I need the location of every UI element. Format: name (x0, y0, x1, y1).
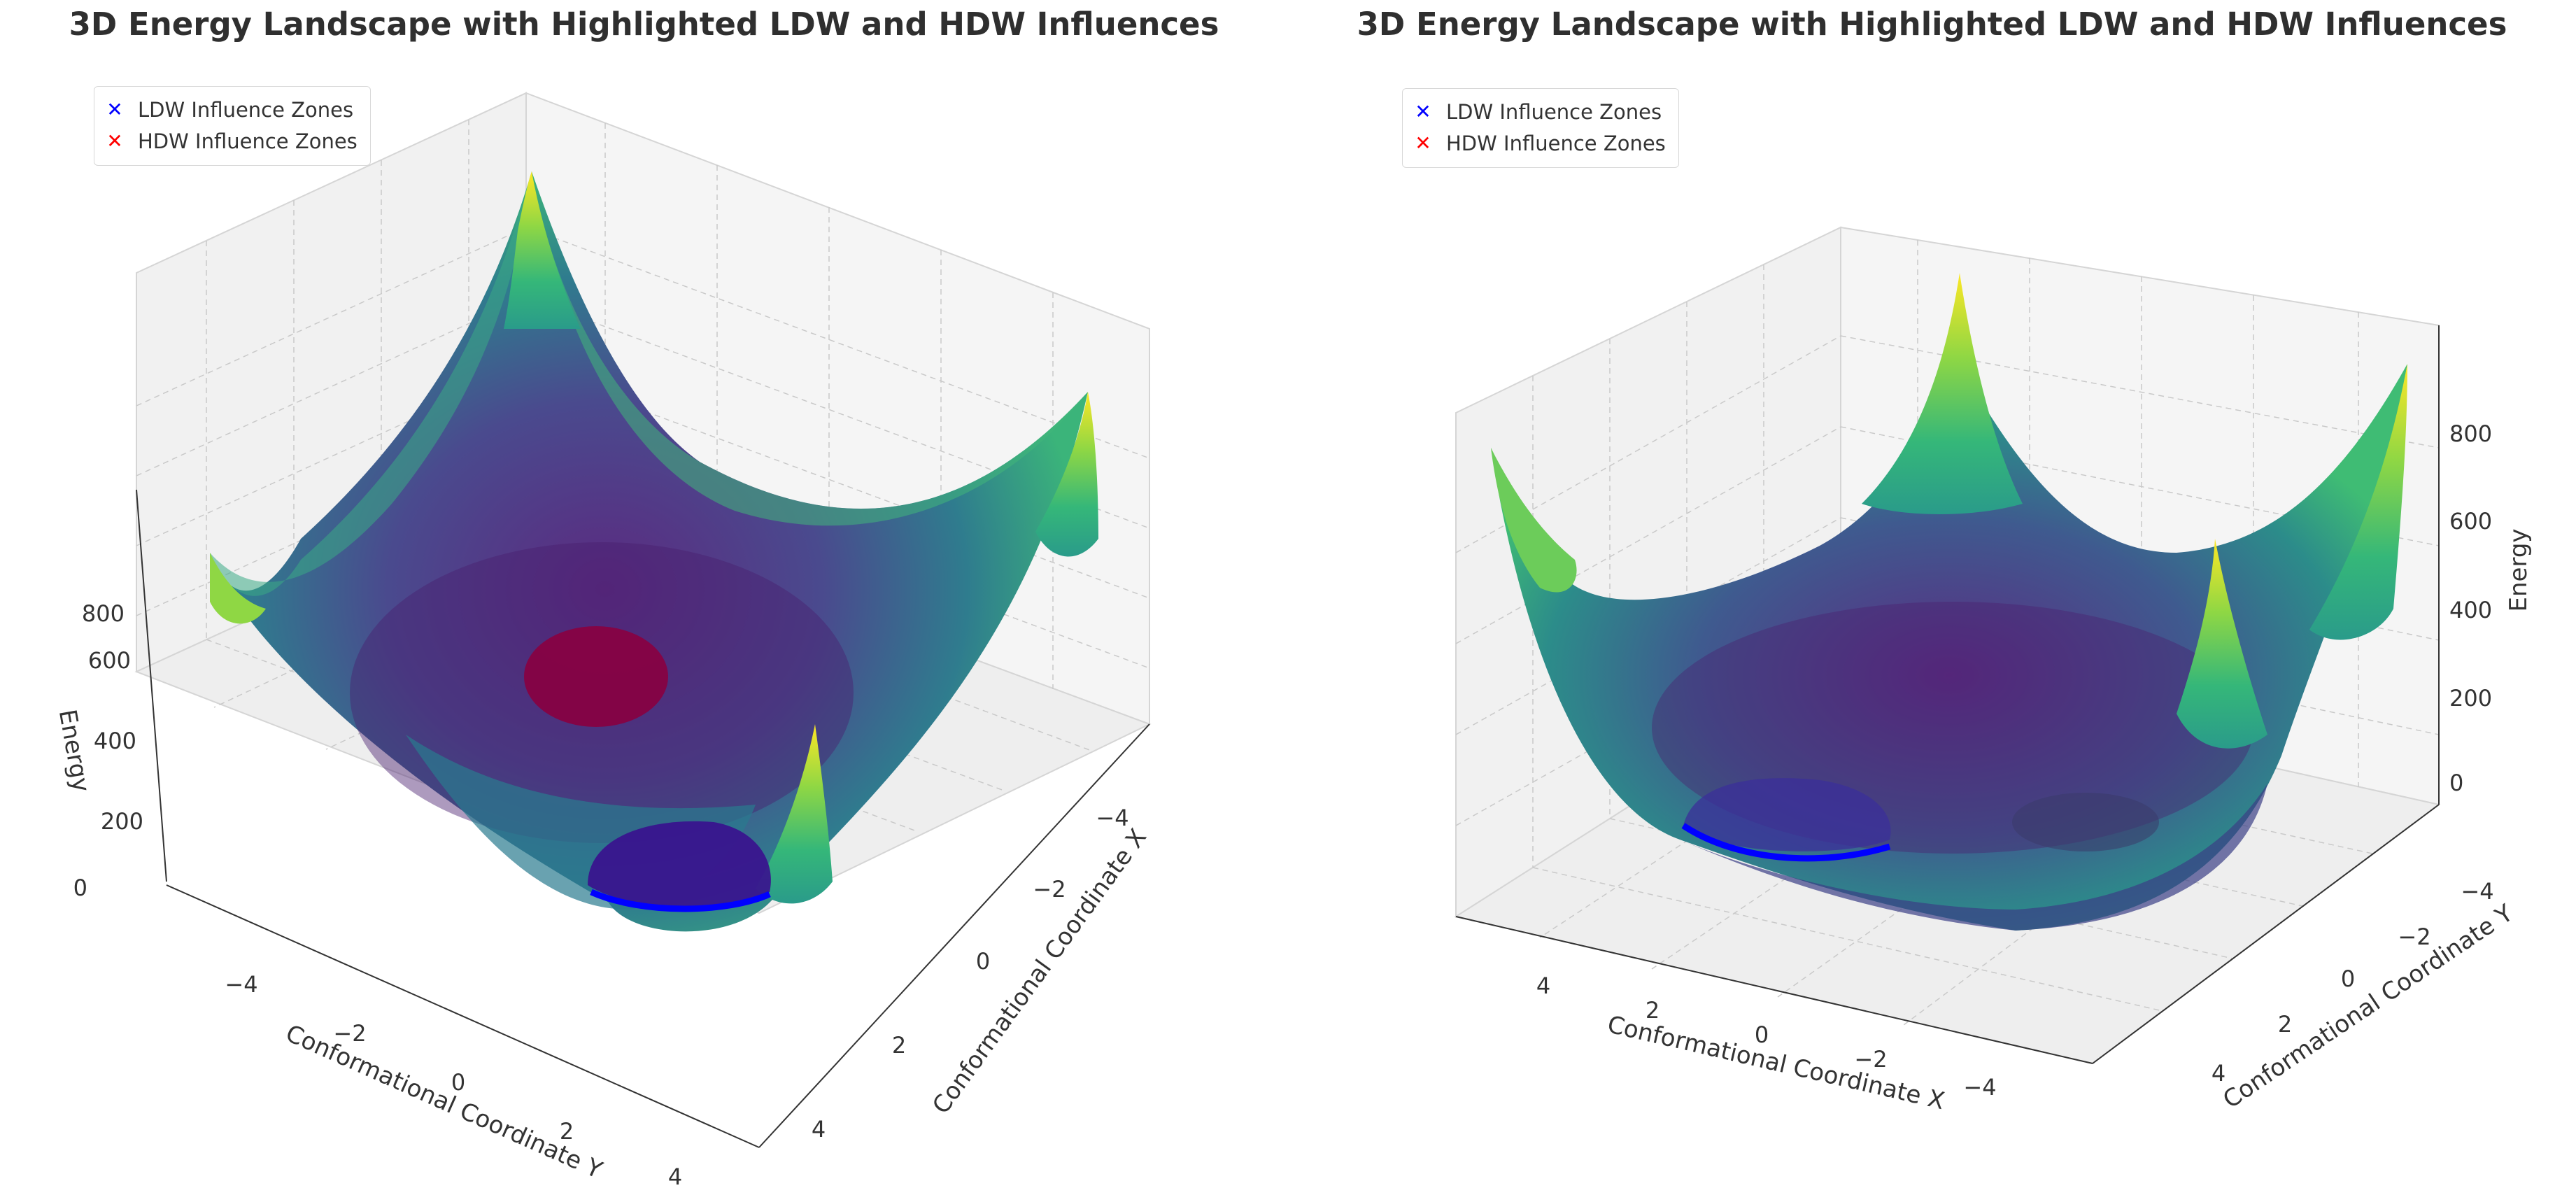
legend-item-ldw: ✕ LDW Influence Zones (1414, 96, 1666, 127)
x-tick-label: 4 (812, 1116, 826, 1143)
x-tick-label: 2 (1646, 997, 1659, 1024)
chart-title: 3D Energy Landscape with Highlighted LDW… (1357, 6, 2507, 43)
x-tick-label: −4 (1096, 805, 1128, 831)
legend-label: LDW Influence Zones (138, 97, 354, 122)
x-marker-icon: ✕ (106, 98, 123, 121)
y-tick-label: 2 (560, 1118, 574, 1145)
z-axis-line (136, 489, 167, 882)
ldw-zone-left (588, 821, 771, 907)
y-tick-label: −4 (225, 971, 257, 998)
chart-plot-right: 0 200 400 600 800 Energy 4 2 0 −2 −4 Con… (1454, 226, 2533, 1115)
chart-title: 3D Energy Landscape with Highlighted LDW… (69, 6, 1219, 43)
z-tick-label: 200 (101, 808, 143, 835)
x-tick-label: −2 (1033, 876, 1066, 903)
z-tick-label: 600 (88, 647, 131, 674)
x-axis-line (758, 723, 1150, 1148)
y-ticks: −4 −2 0 2 4 (225, 971, 682, 1190)
x-marker-icon: ✕ (1415, 132, 1431, 155)
z-tick-label: 400 (94, 728, 136, 754)
y-tick-label: 4 (2211, 1060, 2225, 1087)
z-ticks: 0 200 400 600 800 (2449, 420, 2492, 796)
ldw-markers-right (1681, 823, 1891, 862)
legend-item-hdw: ✕ HDW Influence Zones (106, 125, 358, 157)
hdw-zone-left (524, 626, 668, 727)
legend-label: LDW Influence Zones (1446, 99, 1662, 124)
legend: ✕ LDW Influence Zones ✕ HDW Influence Zo… (1402, 88, 1679, 168)
z-tick-label: 800 (2449, 420, 2492, 447)
y-tick-label: −4 (2461, 878, 2493, 905)
legend-item-ldw: ✕ LDW Influence Zones (106, 94, 358, 125)
y-ticks: −4 −2 0 2 4 (2211, 878, 2494, 1087)
legend-item-hdw: ✕ HDW Influence Zones (1414, 127, 1666, 159)
chart-panel-right: 3D Energy Landscape with Highlighted LDW… (1288, 0, 2576, 1195)
x-axis-label: Conformational Coordinate X (927, 823, 1152, 1119)
z-axis-label: Energy (53, 707, 95, 794)
x-marker-icon: ✕ (106, 129, 123, 153)
hdw-zone-right (2012, 793, 2159, 851)
x-tick-label: −2 (1854, 1046, 1887, 1073)
y-tick-label: 0 (2341, 966, 2355, 992)
y-axis-line (2092, 804, 2440, 1064)
z-tick-label: 600 (2449, 508, 2492, 535)
z-tick-label: 400 (2449, 597, 2492, 623)
legend: ✕ LDW Influence Zones ✕ HDW Influence Zo… (94, 86, 371, 166)
z-tick-label: 200 (2449, 685, 2492, 712)
legend-label: HDW Influence Zones (138, 129, 358, 153)
x-tick-label: −4 (1963, 1074, 1996, 1101)
y-tick-label: 0 (451, 1069, 465, 1096)
x-ticks: 4 2 0 −2 −4 (1536, 973, 1997, 1101)
ldw-markers-left (590, 889, 771, 912)
y-axis-line (166, 884, 760, 1148)
x-axis-line (1455, 916, 2093, 1064)
y-tick-label: 4 (668, 1164, 682, 1190)
z-tick-label: 0 (73, 875, 87, 901)
y-tick-label: −2 (2398, 924, 2430, 950)
z-ticks: 0 200 400 600 800 (73, 600, 143, 901)
x-tick-label: 2 (892, 1032, 906, 1059)
chart-panel-left: 3D Energy Landscape with Highlighted LDW… (53, 6, 1219, 1190)
z-tick-label: 800 (82, 600, 125, 627)
y-axis-label: Conformational Coordinate Y (281, 1019, 606, 1185)
x-ticks: 4 2 0 −2 −4 (812, 805, 1129, 1143)
x-tick-label: 4 (1536, 973, 1550, 999)
x-axis-label: Conformational Coordinate X (1605, 1010, 1947, 1115)
x-marker-icon: ✕ (1415, 100, 1431, 123)
legend-label: HDW Influence Zones (1446, 131, 1666, 155)
x-tick-label: 0 (976, 948, 990, 975)
z-tick-label: 0 (2449, 770, 2463, 796)
y-tick-label: −2 (333, 1020, 366, 1047)
y-tick-label: 2 (2278, 1011, 2292, 1038)
x-tick-label: 0 (1755, 1021, 1769, 1048)
z-axis-label: Energy (2505, 528, 2533, 611)
chart-plot-left: 0 200 400 600 800 Energy −4 −2 0 2 4 Con… (53, 92, 1152, 1190)
ldw-zone-right (1683, 778, 1891, 851)
